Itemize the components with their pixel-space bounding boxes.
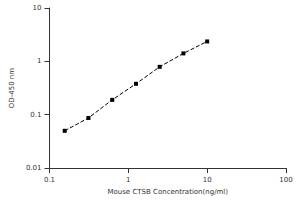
svg-text:OD-450 nm: OD-450 nm — [8, 68, 16, 108]
svg-text:0.1: 0.1 — [44, 176, 55, 184]
svg-text:10: 10 — [203, 176, 212, 184]
svg-text:1: 1 — [126, 176, 130, 184]
svg-text:1: 1 — [37, 57, 41, 65]
svg-text:0.1: 0.1 — [30, 111, 41, 119]
svg-text:100: 100 — [279, 176, 292, 184]
svg-text:10: 10 — [33, 4, 42, 12]
svg-text:0.01: 0.01 — [26, 164, 42, 172]
svg-text:Mouse CTSB Concentration(ng/ml: Mouse CTSB Concentration(ng/ml) — [107, 188, 228, 196]
